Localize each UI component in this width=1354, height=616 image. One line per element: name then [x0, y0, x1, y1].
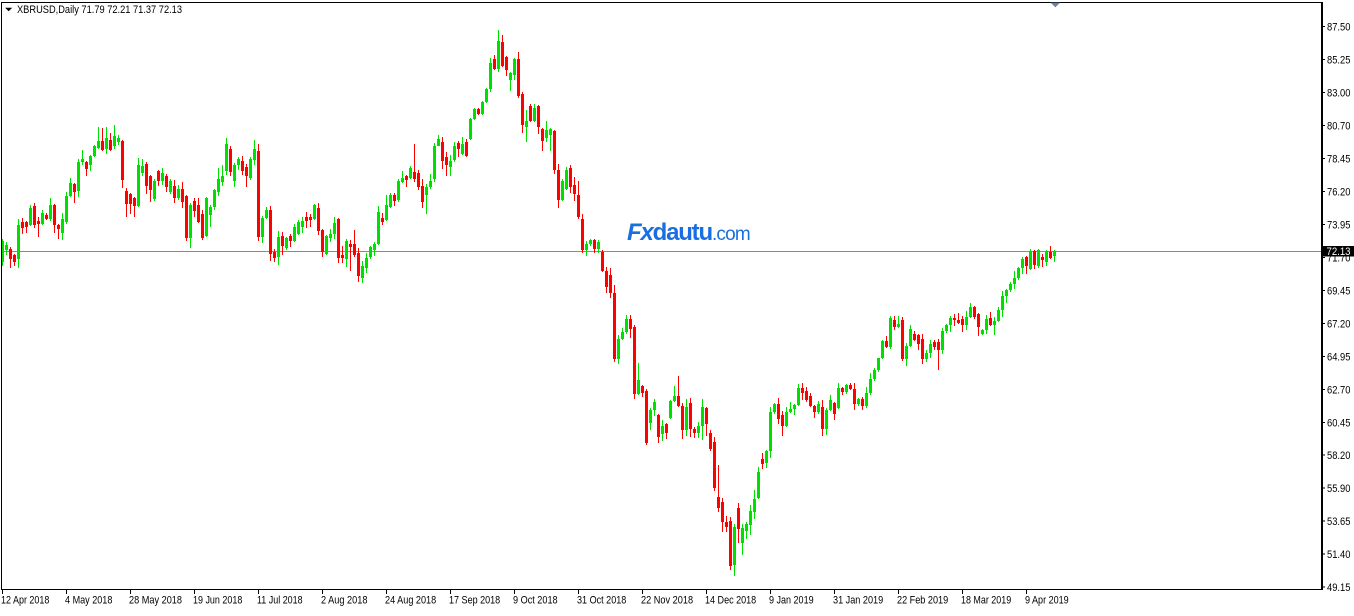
svg-text:49.15: 49.15 [1327, 582, 1350, 594]
svg-text:17 Sep 2018: 17 Sep 2018 [449, 595, 500, 607]
svg-text:4 May 2018: 4 May 2018 [65, 595, 112, 607]
svg-text:Fxdautu.com: Fxdautu.com [627, 219, 750, 246]
svg-text:12 Apr 2018: 12 Apr 2018 [1, 595, 49, 607]
svg-text:58.20: 58.20 [1327, 450, 1350, 462]
svg-text:22 Feb 2019: 22 Feb 2019 [897, 595, 948, 607]
svg-text:2 Aug 2018: 2 Aug 2018 [321, 595, 368, 607]
svg-text:55.90: 55.90 [1327, 483, 1350, 495]
svg-text:67.20: 67.20 [1327, 318, 1350, 330]
svg-text:9 Apr 2019: 9 Apr 2019 [1025, 595, 1069, 607]
svg-text:83.00: 83.00 [1327, 87, 1350, 99]
svg-text:28 May 2018: 28 May 2018 [129, 595, 182, 607]
svg-text:69.45: 69.45 [1327, 285, 1350, 297]
svg-text:87.50: 87.50 [1327, 21, 1350, 33]
svg-text:31 Oct 2018: 31 Oct 2018 [577, 595, 626, 607]
svg-text:85.25: 85.25 [1327, 54, 1350, 66]
svg-text:9 Oct 2018: 9 Oct 2018 [513, 595, 558, 607]
svg-text:72.13: 72.13 [1327, 246, 1351, 258]
svg-text:53.65: 53.65 [1327, 516, 1350, 528]
svg-text:80.70: 80.70 [1327, 120, 1350, 132]
svg-text:19 Jun 2018: 19 Jun 2018 [193, 595, 242, 607]
svg-text:9 Jan 2019: 9 Jan 2019 [769, 595, 814, 607]
svg-text:18 Mar 2019: 18 Mar 2019 [961, 595, 1011, 607]
svg-text:14 Dec 2018: 14 Dec 2018 [705, 595, 756, 607]
svg-text:78.45: 78.45 [1327, 153, 1350, 165]
svg-text:22 Nov 2018: 22 Nov 2018 [641, 595, 693, 607]
svg-text:31 Jan 2019: 31 Jan 2019 [833, 595, 883, 607]
svg-text:XBRUSD,Daily 71.79 72.21 71.3: XBRUSD,Daily 71.79 72.21 71.37 72.13 [17, 4, 182, 16]
svg-text:62.70: 62.70 [1327, 384, 1350, 396]
svg-text:60.45: 60.45 [1327, 417, 1350, 429]
svg-text:64.95: 64.95 [1327, 351, 1350, 363]
svg-text:76.20: 76.20 [1327, 186, 1350, 198]
svg-text:51.40: 51.40 [1327, 549, 1350, 561]
svg-text:24 Aug 2018: 24 Aug 2018 [385, 595, 436, 607]
svg-text:73.95: 73.95 [1327, 219, 1350, 231]
svg-text:11 Jul 2018: 11 Jul 2018 [257, 595, 303, 607]
